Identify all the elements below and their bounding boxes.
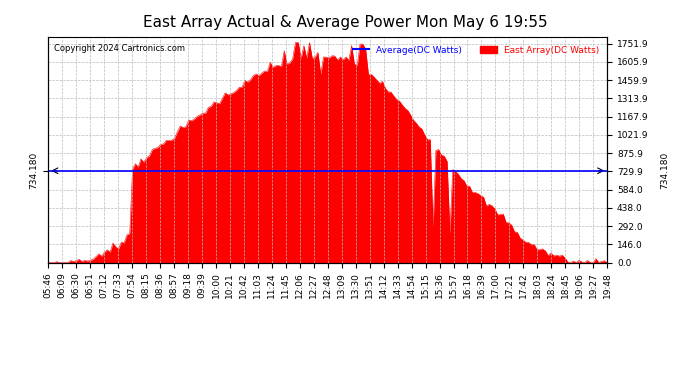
Legend: Average(DC Watts), East Array(DC Watts): Average(DC Watts), East Array(DC Watts) xyxy=(349,42,602,58)
Text: Copyright 2024 Cartronics.com: Copyright 2024 Cartronics.com xyxy=(54,44,185,53)
Text: 734.180: 734.180 xyxy=(660,152,669,189)
Text: East Array Actual & Average Power Mon May 6 19:55: East Array Actual & Average Power Mon Ma… xyxy=(143,15,547,30)
